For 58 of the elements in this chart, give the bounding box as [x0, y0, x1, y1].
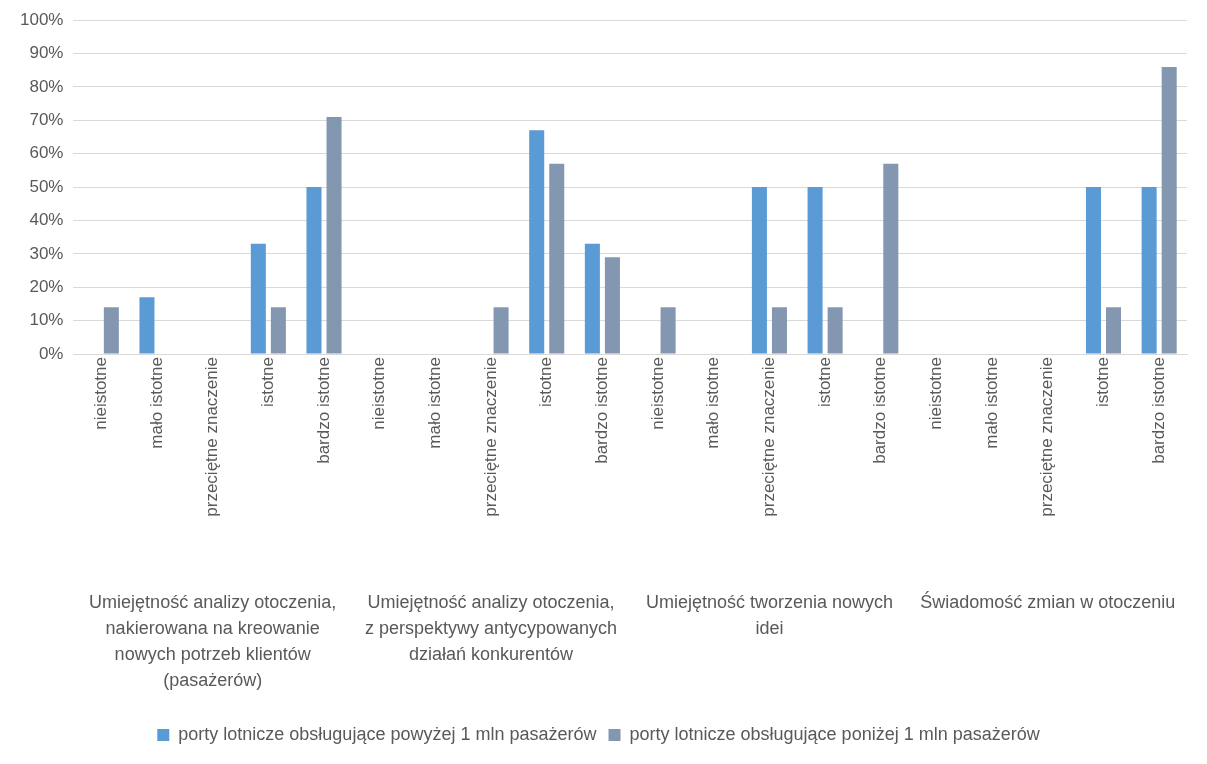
y-tick-label: 50% [29, 176, 64, 196]
bar [827, 307, 843, 354]
legend-label: porty lotnicze obsługujące poniżej 1 mln pasażerów [629, 723, 1041, 744]
x-tick-label: istotne [814, 357, 834, 408]
x-tick-label: istotne [536, 357, 556, 408]
bar [660, 307, 676, 354]
y-tick-label: 90% [29, 43, 64, 63]
y-tick-label: 100% [20, 9, 64, 29]
x-tick-label: przeciętne znaczenie [480, 357, 500, 517]
x-tick-label: istotne [1093, 357, 1113, 408]
bar [493, 307, 509, 354]
bar [584, 243, 600, 354]
y-tick-label: 0% [38, 343, 64, 363]
bar [1161, 66, 1177, 354]
bar [1105, 307, 1122, 354]
y-tick-label: 10% [29, 310, 64, 330]
x-tick-label: mało istotne [703, 357, 723, 449]
legend-label: porty lotnicze obsługujące powyżej 1 mln pasażerów [178, 723, 598, 744]
x-tick-label: nieistotne [926, 357, 946, 430]
bar [306, 187, 322, 354]
x-tick-label: nieistotne [647, 357, 667, 430]
bar [771, 307, 787, 354]
bar [326, 117, 342, 354]
y-tick-label: 40% [29, 210, 64, 230]
x-tick-label: mało istotne [981, 357, 1001, 449]
x-tick-label: bardzo istotne [592, 357, 612, 464]
x-tick-label: przeciętne znaczenie [759, 357, 779, 517]
y-tick-label: 80% [29, 76, 64, 96]
y-tick-label: 60% [29, 143, 64, 163]
x-tick-label: bardzo istotne [870, 357, 890, 464]
bar [250, 243, 266, 354]
x-tick-label: mało istotne [146, 357, 166, 449]
bar [1085, 187, 1101, 354]
bar [883, 163, 899, 354]
bar [549, 163, 565, 354]
x-tick-label: mało istotne [425, 357, 445, 449]
x-tick-label: nieistotne [91, 357, 111, 430]
text: Umiejętność analizy otoczenia, nakierowana na kreowanie nowych potrzeb klientów (pasażerów) [89, 591, 337, 690]
bar [103, 307, 119, 354]
x-tick-label: nieistotne [369, 357, 389, 430]
bar [604, 257, 620, 354]
bar [751, 187, 767, 354]
text: Umiejętność analizy otoczenia, z perspektywy antycypowanych działań konkurentów [364, 591, 618, 664]
bar [270, 307, 286, 354]
bar [807, 187, 823, 354]
x-tick-label: istotne [258, 357, 278, 408]
bar [139, 297, 155, 354]
bar [1141, 187, 1157, 354]
text: Świadomość zmian w otoczeniu [920, 590, 1176, 612]
y-tick-label: 20% [29, 276, 64, 296]
text: Umiejętność tworzenia nowych idei [645, 591, 893, 638]
x-tick-label: bardzo istotne [1148, 357, 1168, 464]
x-tick-label: bardzo istotne [313, 357, 333, 464]
y-tick-label: 70% [29, 110, 64, 130]
y-tick-label: 30% [29, 243, 64, 263]
x-tick-label: przeciętne znaczenie [1037, 357, 1057, 517]
x-tick-label: przeciętne znaczenie [202, 357, 222, 517]
bar [529, 130, 545, 354]
